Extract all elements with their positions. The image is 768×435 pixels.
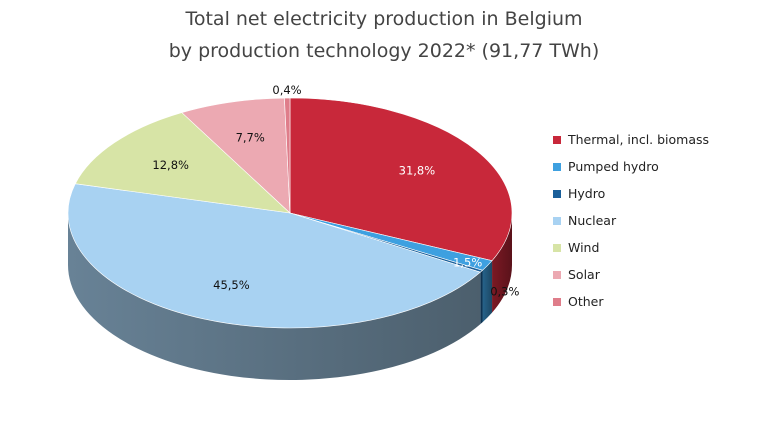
legend-item-nuclear: Nuclear: [553, 207, 709, 234]
data-label-thermal-incl-biomass: 31,8%: [399, 164, 436, 178]
legend-swatch: [553, 216, 561, 225]
legend-swatch: [553, 243, 561, 252]
legend-item-wind: Wind: [553, 234, 709, 261]
pie-slice-thermal-incl-biomass: [289, 97, 513, 261]
legend-swatch: [553, 189, 561, 198]
data-label-other: 0,4%: [272, 83, 301, 97]
chart-title-line-1: Total net electricity production in Belg…: [185, 8, 583, 30]
data-label-nuclear: 45,5%: [213, 278, 250, 292]
data-label-wind: 12,8%: [152, 158, 189, 172]
pie-side-hydro: [480, 270, 483, 325]
legend-label: Other: [568, 294, 604, 309]
legend-item-other: Other: [553, 288, 709, 315]
data-label-hydro: 0,3%: [490, 284, 519, 298]
legend-item-thermal-incl-biomass: Thermal, incl. biomass: [553, 126, 709, 153]
legend-label: Hydro: [568, 186, 606, 201]
legend-label: Thermal, incl. biomass: [568, 132, 710, 147]
legend-label: Solar: [568, 267, 600, 282]
legend-swatch: [553, 297, 561, 306]
legend-label: Nuclear: [568, 213, 617, 228]
data-label-pumped-hydro: 1,5%: [453, 255, 482, 269]
pie-slice-other: [284, 97, 291, 214]
legend-swatch: [553, 135, 561, 144]
pie-side-pumped-hydro: [482, 260, 493, 323]
pie-side-nuclear: [68, 213, 481, 380]
legend-label: Pumped hydro: [568, 159, 659, 174]
pie-slice-nuclear: [67, 183, 481, 329]
pie-slice-wind: [74, 112, 291, 214]
legend-item-hydro: Hydro: [553, 180, 709, 207]
legend-item-pumped-hydro: Pumped hydro: [553, 153, 709, 180]
legend-swatch: [553, 162, 561, 171]
chart-title-line-2: by production technology 2022* (91,77 TW…: [168, 40, 600, 62]
legend-item-solar: Solar: [553, 261, 709, 288]
chart-legend: Thermal, incl. biomass Pumped hydro Hydro N…: [553, 126, 709, 315]
pie-slice-solar: [181, 97, 291, 214]
legend-label: Wind: [568, 240, 600, 255]
legend-swatch: [553, 270, 561, 279]
data-label-solar: 7,7%: [236, 131, 265, 145]
